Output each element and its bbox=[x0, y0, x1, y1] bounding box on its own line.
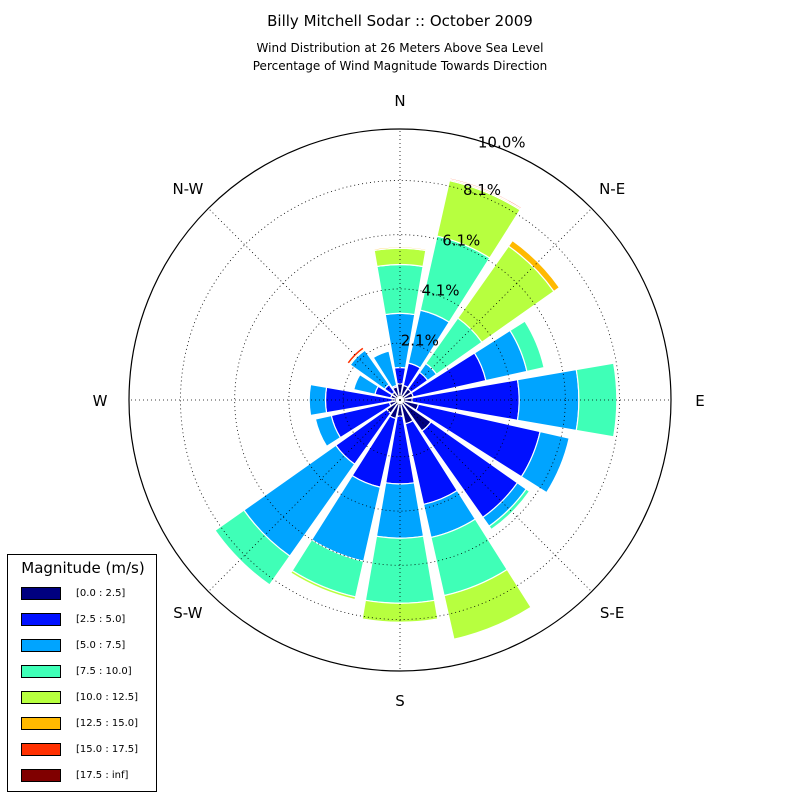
legend-swatch bbox=[21, 691, 61, 704]
legend-swatch bbox=[21, 639, 61, 652]
chart-title: Billy Mitchell Sodar :: October 2009 bbox=[267, 12, 533, 30]
direction-label-s: S bbox=[395, 692, 405, 710]
wedge-247.5-bin-2 bbox=[314, 414, 342, 448]
wedge-292.5-bin-2 bbox=[353, 373, 380, 396]
legend-label: [17.5 : inf] bbox=[76, 770, 129, 781]
wedge-135-bin-3 bbox=[488, 488, 531, 531]
direction-label-e: E bbox=[695, 392, 704, 410]
wedge-337.5-bin-2 bbox=[372, 350, 398, 389]
radial-tick-label: 10.0% bbox=[478, 134, 526, 152]
wedge-45-bin-5 bbox=[507, 239, 561, 293]
direction-label-s-w: S-W bbox=[173, 604, 202, 622]
legend: Magnitude (m/s) [0.0 : 2.5] [2.5 : 5.0] [5… bbox=[7, 554, 157, 792]
grid-circle bbox=[180, 180, 620, 620]
radial-tick-label: 6.1% bbox=[442, 231, 480, 249]
legend-swatch bbox=[21, 769, 61, 782]
legend-swatch bbox=[21, 717, 61, 730]
legend-title: Magnitude (m/s) bbox=[21, 559, 145, 577]
legend-label: [12.5 : 15.0] bbox=[76, 718, 139, 729]
wedge-67.5-bin-3 bbox=[509, 320, 545, 373]
wedges-layer bbox=[214, 177, 618, 640]
grid-circle bbox=[234, 234, 566, 566]
grid-layer bbox=[128, 128, 672, 672]
wedge-180-bin-4 bbox=[361, 599, 439, 623]
wedge-180-bin-2 bbox=[375, 482, 425, 539]
wedge-180-bin-3 bbox=[364, 535, 436, 604]
legend-swatch bbox=[21, 613, 61, 626]
direction-label-n-w: N-W bbox=[172, 180, 203, 198]
wedge-270-bin-2 bbox=[308, 383, 328, 417]
wedge-157.5-bin-4 bbox=[443, 568, 532, 640]
wedge-202.5-bin-4 bbox=[289, 569, 357, 601]
legend-label: [10.0 : 12.5] bbox=[76, 692, 139, 703]
chart-subtitle-line1: Wind Distribution at 26 Meters Above Sea… bbox=[256, 41, 544, 55]
direction-label-w: W bbox=[93, 392, 108, 410]
labels-layer: 2.1% 4.1% 6.1% 8.1% 10.0% N N-E E S-E S S-W W N-W bbox=[93, 92, 705, 710]
wedge-22.5-bin-6 bbox=[449, 177, 523, 210]
radial-tick-label: 4.1% bbox=[421, 281, 459, 299]
legend-label: [5.0 : 7.5] bbox=[76, 640, 126, 651]
legend-label: [2.5 : 5.0] bbox=[76, 614, 126, 625]
direction-label-n-e: N-E bbox=[599, 180, 625, 198]
legend-label: [15.0 : 17.5] bbox=[76, 744, 139, 755]
legend-label: [0.0 : 2.5] bbox=[76, 588, 126, 599]
legend-swatch bbox=[21, 587, 61, 600]
wedge-112.5-bin-2 bbox=[520, 430, 570, 494]
wedge-0-bin-5 bbox=[373, 246, 427, 252]
direction-label-s-e: S-E bbox=[600, 604, 624, 622]
legend-swatch bbox=[21, 665, 61, 678]
outer-circle bbox=[128, 128, 672, 672]
direction-label-n: N bbox=[394, 92, 405, 110]
grid-circle bbox=[288, 288, 512, 512]
chart-subtitle-line2: Percentage of Wind Magnitude Towards Dir… bbox=[252, 59, 548, 73]
legend-label: [7.5 : 10.0] bbox=[76, 666, 132, 677]
legend-swatch bbox=[21, 743, 61, 756]
wedge-315-bin-6 bbox=[346, 346, 365, 365]
radial-tick-label: 8.1% bbox=[463, 181, 501, 199]
radial-tick-label: 2.1% bbox=[401, 331, 439, 349]
